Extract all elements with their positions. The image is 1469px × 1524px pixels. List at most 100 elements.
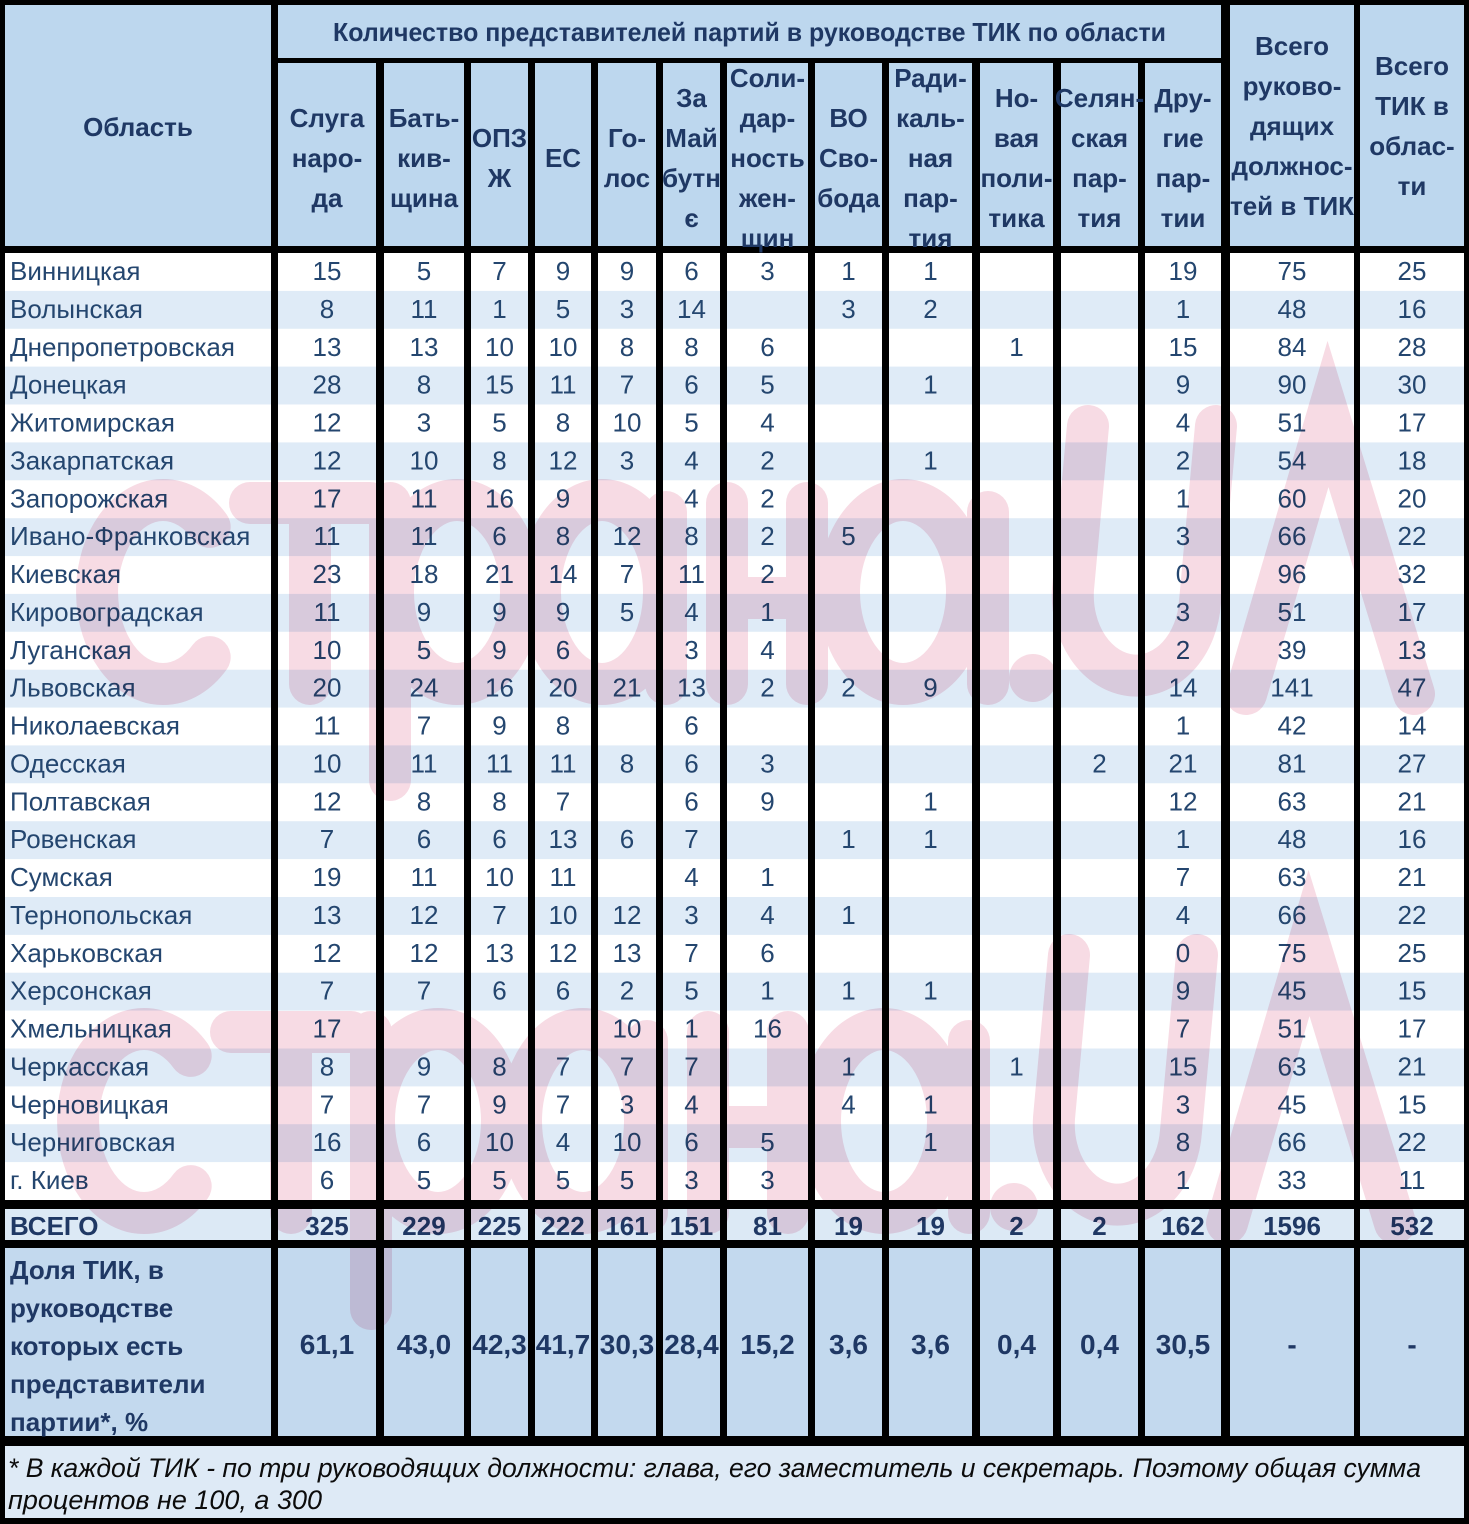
- svg-text:1: 1: [492, 294, 506, 324]
- svg-text:7: 7: [492, 900, 506, 930]
- svg-text:Май: Май: [665, 123, 717, 153]
- svg-text:90: 90: [1278, 370, 1307, 400]
- svg-text:4: 4: [760, 900, 774, 930]
- svg-text:пар-: пар-: [1072, 163, 1127, 193]
- svg-text:5: 5: [492, 408, 506, 438]
- svg-text:8: 8: [417, 370, 431, 400]
- svg-text:ская: ская: [1071, 123, 1128, 153]
- svg-text:Сво-: Сво-: [819, 143, 878, 173]
- svg-text:15: 15: [1398, 1089, 1427, 1119]
- svg-text:Ровенская: Ровенская: [10, 824, 136, 854]
- svg-text:19: 19: [1169, 256, 1198, 286]
- svg-text:20: 20: [1398, 483, 1427, 513]
- svg-text:9: 9: [556, 256, 570, 286]
- svg-text:0,4: 0,4: [997, 1329, 1036, 1360]
- svg-text:61,1: 61,1: [300, 1329, 355, 1360]
- svg-text:17: 17: [1398, 1014, 1427, 1044]
- svg-text:15: 15: [313, 256, 342, 286]
- svg-text:43,0: 43,0: [397, 1329, 452, 1360]
- svg-text:30,5: 30,5: [1156, 1329, 1211, 1360]
- svg-text:14: 14: [677, 294, 706, 324]
- svg-text:1596: 1596: [1263, 1211, 1321, 1241]
- svg-text:гие: гие: [1162, 123, 1203, 153]
- svg-text:ЕС: ЕС: [545, 143, 581, 173]
- svg-text:Закарпатская: Закарпатская: [10, 445, 174, 475]
- svg-text:11: 11: [411, 748, 438, 778]
- svg-text:ВСЕГО: ВСЕГО: [10, 1211, 99, 1241]
- svg-text:7: 7: [620, 559, 634, 589]
- svg-text:27: 27: [1398, 748, 1427, 778]
- svg-text:2: 2: [620, 976, 634, 1006]
- svg-text:2: 2: [1092, 748, 1106, 778]
- svg-text:10: 10: [485, 862, 514, 892]
- svg-text:9: 9: [417, 1052, 431, 1082]
- svg-text:кив-: кив-: [397, 143, 451, 173]
- svg-text:48: 48: [1278, 824, 1307, 854]
- svg-text:3: 3: [620, 294, 634, 324]
- svg-text:7: 7: [320, 1089, 334, 1119]
- svg-text:1: 1: [841, 824, 855, 854]
- svg-text:7: 7: [684, 938, 698, 968]
- svg-text:21: 21: [1169, 748, 1198, 778]
- svg-text:ВО: ВО: [829, 103, 867, 133]
- svg-text:42: 42: [1278, 711, 1307, 741]
- svg-text:1: 1: [1176, 294, 1190, 324]
- svg-text:2: 2: [760, 673, 774, 703]
- svg-text:должнос-: должнос-: [1231, 151, 1352, 181]
- svg-text:12: 12: [613, 900, 642, 930]
- svg-text:поли-: поли-: [980, 163, 1052, 193]
- svg-text:которых есть: которых есть: [10, 1331, 183, 1361]
- svg-text:9: 9: [417, 597, 431, 627]
- svg-text:9: 9: [760, 786, 774, 816]
- svg-text:63: 63: [1278, 862, 1307, 892]
- svg-text:12: 12: [549, 938, 578, 968]
- svg-text:6: 6: [417, 1127, 431, 1157]
- svg-text:7: 7: [1176, 862, 1190, 892]
- svg-text:ность: ность: [730, 143, 804, 173]
- svg-text:жен-: жен-: [738, 183, 796, 213]
- svg-text:63: 63: [1278, 786, 1307, 816]
- svg-text:41,7: 41,7: [536, 1329, 591, 1360]
- svg-text:Херсонская: Херсонская: [10, 976, 152, 1006]
- svg-text:тей в ТИК: тей в ТИК: [1230, 191, 1354, 221]
- svg-text:Полтавская: Полтавская: [10, 786, 151, 816]
- svg-text:7: 7: [320, 976, 334, 1006]
- svg-text:7: 7: [556, 1089, 570, 1119]
- svg-text:Сумская: Сумская: [10, 862, 113, 892]
- svg-text:0,4: 0,4: [1080, 1329, 1119, 1360]
- svg-text:дар-: дар-: [740, 103, 796, 133]
- svg-text:Го-: Го-: [608, 123, 646, 153]
- svg-text:9: 9: [1176, 370, 1190, 400]
- svg-text:Слуга: Слуга: [290, 103, 365, 133]
- svg-text:10: 10: [485, 332, 514, 362]
- svg-text:4: 4: [556, 1127, 570, 1157]
- svg-text:4: 4: [760, 635, 774, 665]
- svg-text:1: 1: [841, 900, 855, 930]
- svg-text:8: 8: [320, 1052, 334, 1082]
- svg-text:руководстве: руководстве: [10, 1293, 173, 1323]
- svg-text:12: 12: [410, 938, 439, 968]
- svg-text:48: 48: [1278, 294, 1307, 324]
- svg-text:Ради-: Ради-: [894, 63, 967, 93]
- svg-text:3,6: 3,6: [829, 1329, 868, 1360]
- svg-text:6: 6: [684, 370, 698, 400]
- svg-text:6: 6: [492, 824, 506, 854]
- svg-text:15: 15: [1398, 976, 1427, 1006]
- svg-text:8: 8: [620, 748, 634, 778]
- svg-text:8: 8: [492, 786, 506, 816]
- svg-text:8: 8: [320, 294, 334, 324]
- svg-text:2: 2: [760, 483, 774, 513]
- svg-text:10: 10: [313, 748, 342, 778]
- svg-text:5: 5: [684, 408, 698, 438]
- svg-text:Количество представителей парт: Количество представителей партий в руков…: [333, 17, 1166, 47]
- svg-text:1: 1: [923, 370, 937, 400]
- svg-text:Днепропетровская: Днепропетровская: [10, 332, 235, 362]
- svg-text:10: 10: [549, 332, 578, 362]
- svg-text:81: 81: [1278, 748, 1307, 778]
- svg-text:21: 21: [1398, 786, 1427, 816]
- svg-text:12: 12: [313, 445, 342, 475]
- svg-text:11: 11: [411, 294, 438, 324]
- svg-text:бутн: бутн: [662, 163, 721, 193]
- svg-text:9: 9: [492, 711, 506, 741]
- svg-text:лос: лос: [604, 163, 650, 193]
